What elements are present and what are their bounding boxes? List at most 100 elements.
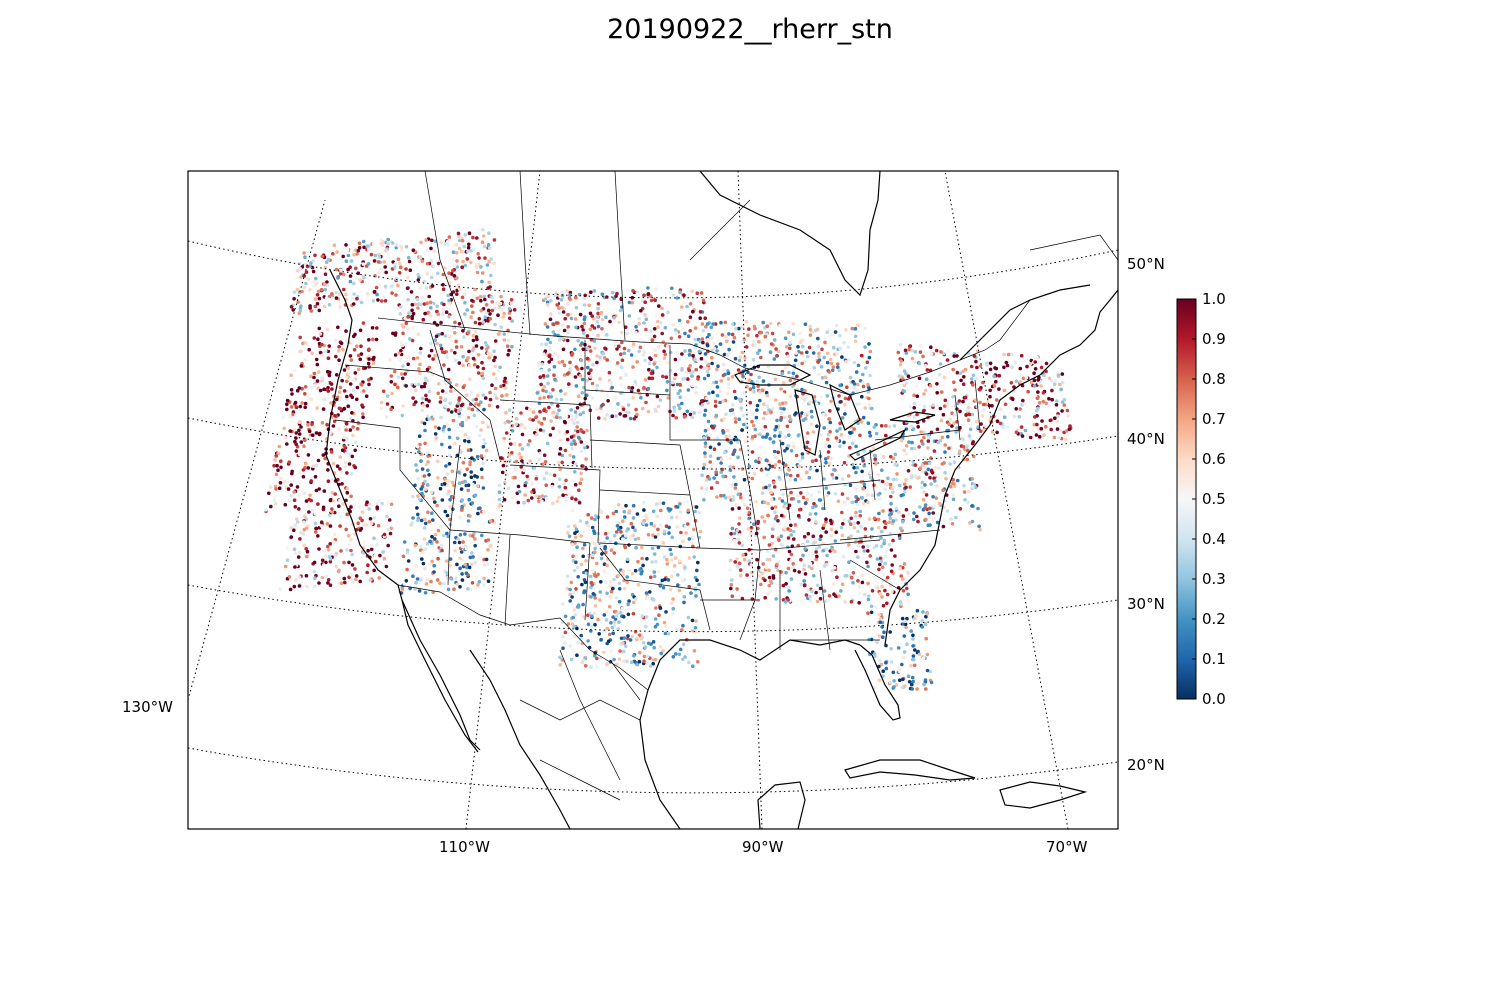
station-point: [442, 363, 446, 367]
station-point: [759, 568, 764, 573]
station-point: [1032, 384, 1037, 388]
station-point: [293, 551, 298, 555]
station-point: [445, 576, 450, 580]
station-point: [744, 319, 749, 324]
station-point: [454, 383, 459, 387]
station-point: [727, 332, 731, 336]
station-point: [349, 505, 353, 509]
station-point: [637, 633, 642, 638]
station-point: [435, 578, 440, 582]
station-point: [349, 358, 354, 362]
station-point: [458, 556, 463, 561]
station-point: [646, 386, 651, 391]
station-point: [410, 521, 414, 525]
station-point: [776, 518, 780, 523]
station-point: [485, 562, 490, 566]
station-point: [546, 337, 550, 342]
station-point: [585, 379, 589, 383]
station-point: [461, 259, 465, 264]
station-point: [361, 412, 365, 416]
station-point: [622, 659, 626, 663]
station-points: [263, 227, 1073, 691]
station-point: [296, 300, 300, 304]
station-point: [295, 388, 300, 393]
station-point: [823, 375, 828, 380]
station-point: [394, 242, 399, 247]
station-point: [538, 396, 542, 401]
station-point: [1052, 382, 1057, 387]
station-point: [375, 502, 379, 506]
station-point: [574, 384, 579, 388]
station-point: [291, 412, 295, 417]
station-point: [779, 406, 783, 411]
station-point: [707, 477, 712, 481]
station-point: [337, 349, 341, 353]
station-point: [814, 590, 818, 595]
station-point: [906, 674, 911, 679]
station-point: [757, 340, 761, 344]
station-point: [936, 440, 940, 445]
station-point: [761, 320, 765, 325]
station-point: [334, 296, 339, 300]
station-point: [888, 516, 893, 521]
station-point: [868, 554, 872, 558]
station-point: [603, 531, 608, 536]
station-point: [970, 477, 975, 481]
station-point: [915, 687, 919, 691]
station-point: [911, 654, 916, 658]
station-point: [1060, 400, 1065, 404]
station-point: [916, 681, 921, 685]
station-point: [986, 399, 990, 404]
station-point: [856, 579, 860, 583]
station-point: [636, 388, 641, 393]
station-point: [935, 382, 939, 386]
station-point: [541, 373, 546, 378]
station-point: [675, 382, 680, 387]
station-point: [954, 515, 958, 520]
station-point: [444, 559, 449, 563]
station-point: [921, 497, 926, 502]
station-point: [506, 338, 511, 343]
station-point: [807, 518, 811, 522]
station-point: [278, 459, 283, 464]
station-point: [563, 392, 567, 396]
station-point: [616, 627, 620, 631]
station-point: [817, 589, 822, 594]
station-point: [709, 486, 714, 490]
station-point: [681, 539, 685, 544]
station-point: [675, 627, 680, 632]
station-point: [919, 430, 924, 434]
station-point: [666, 578, 671, 582]
station-point: [933, 473, 937, 477]
station-point: [599, 540, 604, 545]
station-point: [568, 644, 572, 648]
station-point: [313, 297, 318, 301]
station-point: [421, 403, 426, 407]
station-point: [744, 439, 748, 444]
station-point: [756, 521, 760, 525]
station-point: [292, 528, 296, 532]
station-point: [784, 570, 788, 575]
station-point: [745, 506, 750, 511]
station-point: [868, 471, 872, 475]
station-point: [556, 404, 560, 408]
station-point: [448, 505, 453, 509]
station-point: [643, 645, 648, 649]
station-point: [967, 434, 972, 438]
station-point: [357, 241, 362, 245]
station-point: [886, 676, 891, 681]
station-point: [429, 306, 433, 310]
station-point: [678, 510, 683, 514]
station-point: [846, 474, 851, 478]
station-point: [737, 326, 741, 331]
station-point: [502, 436, 507, 441]
station-point: [487, 280, 492, 285]
station-point: [477, 433, 482, 438]
station-point: [791, 371, 796, 376]
station-point: [563, 420, 567, 425]
station-point: [558, 663, 562, 667]
station-point: [700, 399, 704, 403]
station-point: [432, 563, 437, 568]
station-point: [338, 455, 343, 459]
station-point: [911, 427, 916, 431]
